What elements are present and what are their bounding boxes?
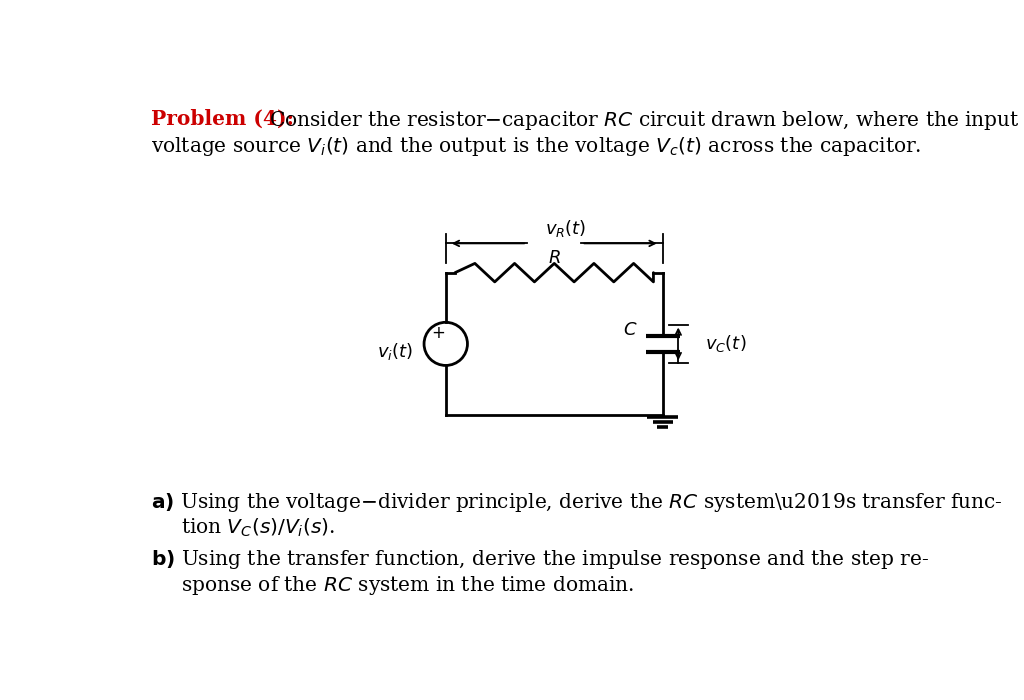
- Text: $\bf{a)}$ Using the voltage$-$divider principle, derive the $RC$ system\u2019s t: $\bf{a)}$ Using the voltage$-$divider pr…: [152, 491, 1002, 514]
- Text: voltage source $V_i(t)$ and the output is the voltage $V_c(t)$ across the capaci: voltage source $V_i(t)$ and the output i…: [152, 135, 922, 158]
- Text: $v_C(t)$: $v_C(t)$: [706, 333, 746, 354]
- Text: $v_R(t)$: $v_R(t)$: [545, 218, 587, 239]
- Text: $\bf{b)}$ Using the transfer function, derive the impulse response and the step : $\bf{b)}$ Using the transfer function, d…: [152, 547, 930, 570]
- Text: $v_i(t)$: $v_i(t)$: [377, 341, 414, 362]
- Text: +: +: [431, 324, 445, 342]
- Text: $C$: $C$: [623, 321, 638, 339]
- Text: sponse of the $RC$ system in the time domain.: sponse of the $RC$ system in the time do…: [180, 575, 634, 598]
- Text: Consider the resistor$-$capacitor $RC$ circuit drawn below, where the input is a: Consider the resistor$-$capacitor $RC$ c…: [269, 108, 1024, 132]
- Text: $R$: $R$: [548, 249, 561, 267]
- Text: tion $V_C(s)/V_i(s)$.: tion $V_C(s)/V_i(s)$.: [180, 517, 335, 539]
- Text: Problem (4):: Problem (4):: [152, 108, 294, 129]
